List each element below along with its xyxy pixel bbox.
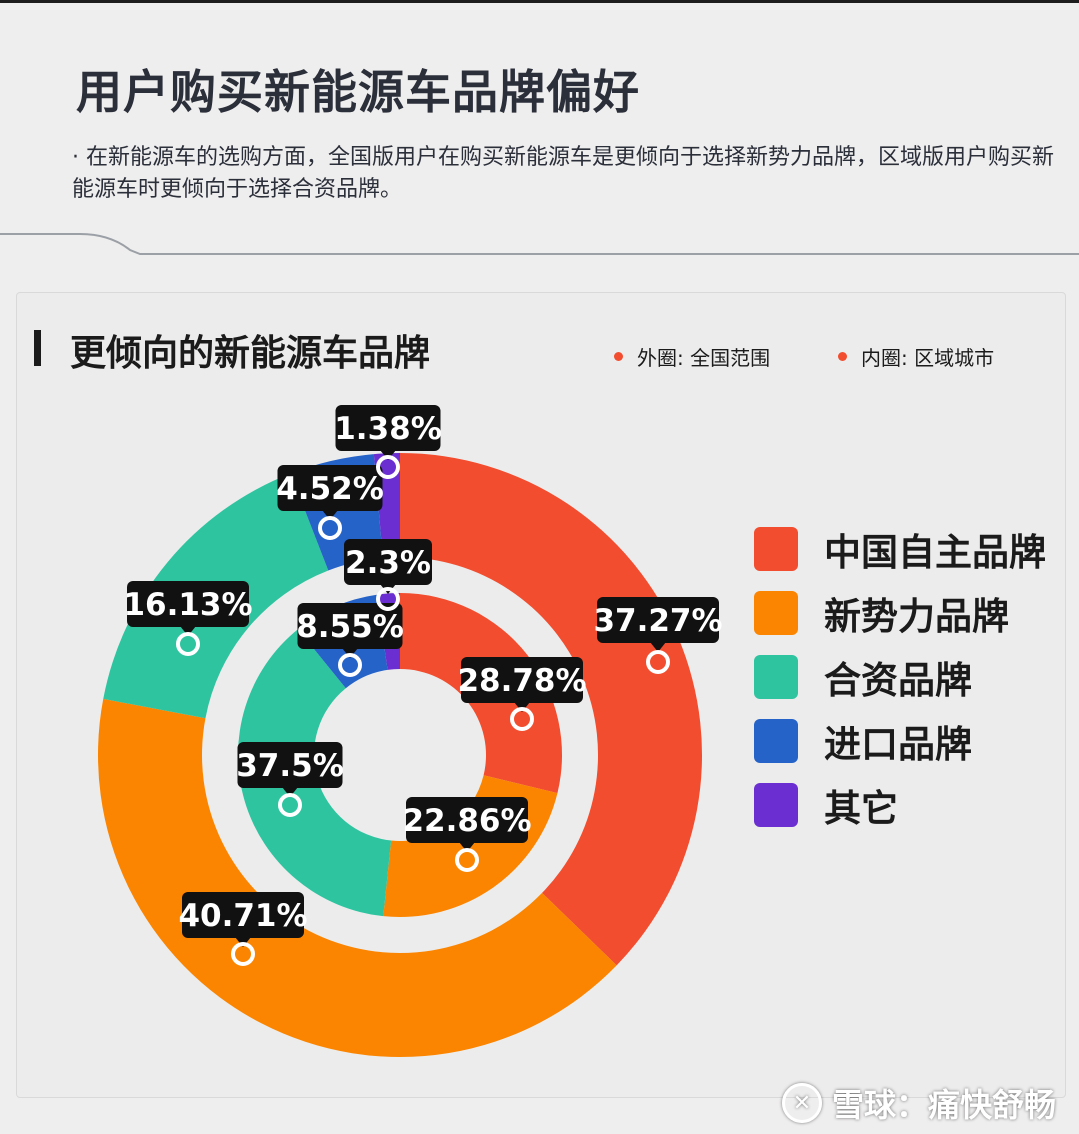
section-divider [0, 233, 1079, 255]
outer-data-label-2: 16.13% [123, 581, 253, 656]
legend-item: 其它 [754, 773, 1046, 837]
label-marker [176, 632, 200, 656]
ring-note-dot [614, 352, 623, 361]
legend-swatch [754, 783, 798, 827]
legend-swatch [754, 719, 798, 763]
data-label-text: 37.5% [236, 748, 344, 784]
inner-data-label-3: 8.55% [296, 603, 404, 677]
outer-data-label-1: 40.71% [178, 892, 308, 966]
outer-slice-0 [400, 453, 702, 966]
legend-item: 中国自主品牌 [754, 517, 1046, 581]
legend-swatch [754, 527, 798, 571]
outer-data-label-3: 4.52% [276, 465, 384, 540]
inner-ring-note-label: 内圈: 区域城市 [861, 346, 995, 370]
chart-title-accent [34, 330, 41, 366]
label-marker [510, 707, 534, 731]
outer-slice-1 [98, 698, 617, 1057]
legend-swatch [754, 655, 798, 699]
label-marker [318, 516, 342, 540]
label-marker [278, 793, 302, 817]
chart-title: 更倾向的新能源车品牌 [70, 333, 431, 374]
legend-label: 进口品牌 [824, 723, 972, 766]
legend-swatch [754, 591, 798, 635]
watermark: ✕ 雪球：痛快舒畅 [782, 1080, 1056, 1126]
label-marker [646, 650, 670, 674]
xueqiu-logo-icon: ✕ [782, 1083, 822, 1123]
outer-ring-note: 外圈: 全国范围 [614, 342, 770, 371]
label-marker [376, 587, 400, 611]
page-description: · 在新能源车的选购方面，全国版用户在购买新能源车是更倾向于选择新势力品牌，区域… [72, 145, 1054, 202]
page-title: 用户购买新能源车品牌偏好 [76, 65, 640, 119]
outer-ring-note-label: 外圈: 全国范围 [637, 346, 771, 370]
outer-data-label-4: 1.38% [334, 405, 442, 479]
legend-label: 其它 [824, 787, 898, 830]
data-label-text: 28.78% [457, 663, 586, 699]
legend-label: 新势力品牌 [824, 595, 1009, 638]
legend-item: 进口品牌 [754, 709, 1046, 773]
legend-label: 合资品牌 [824, 659, 972, 702]
data-label-text: 37.27% [593, 603, 722, 639]
inner-data-label-4: 2.3% [344, 539, 432, 611]
outer-data-label-0: 37.27% [593, 597, 723, 674]
label-marker [338, 653, 362, 677]
data-label-text: 40.71% [178, 898, 307, 934]
ring-note-dot [838, 352, 847, 361]
data-label-text: 4.52% [276, 471, 384, 507]
data-label-text: 8.55% [296, 609, 404, 645]
legend-item: 合资品牌 [754, 645, 1046, 709]
label-marker [455, 848, 479, 872]
data-label-text: 16.13% [123, 587, 252, 623]
data-label-text: 22.86% [402, 803, 531, 839]
data-label-text: 2.3% [345, 545, 431, 581]
label-marker [376, 455, 400, 479]
top-border [0, 0, 1079, 3]
label-marker [231, 942, 255, 966]
data-label-text: 1.38% [334, 411, 442, 447]
legend-item: 新势力品牌 [754, 581, 1046, 645]
chart-legend: 中国自主品牌 新势力品牌 合资品牌 进口品牌 其它 [754, 517, 1046, 837]
inner-data-label-2: 37.5% [236, 742, 344, 817]
inner-data-label-1: 22.86% [402, 797, 532, 872]
legend-label: 中国自主品牌 [824, 531, 1046, 574]
watermark-text: 雪球：痛快舒畅 [832, 1086, 1057, 1124]
inner-data-label-0: 28.78% [457, 657, 587, 731]
inner-ring-note: 内圈: 区域城市 [838, 342, 994, 371]
